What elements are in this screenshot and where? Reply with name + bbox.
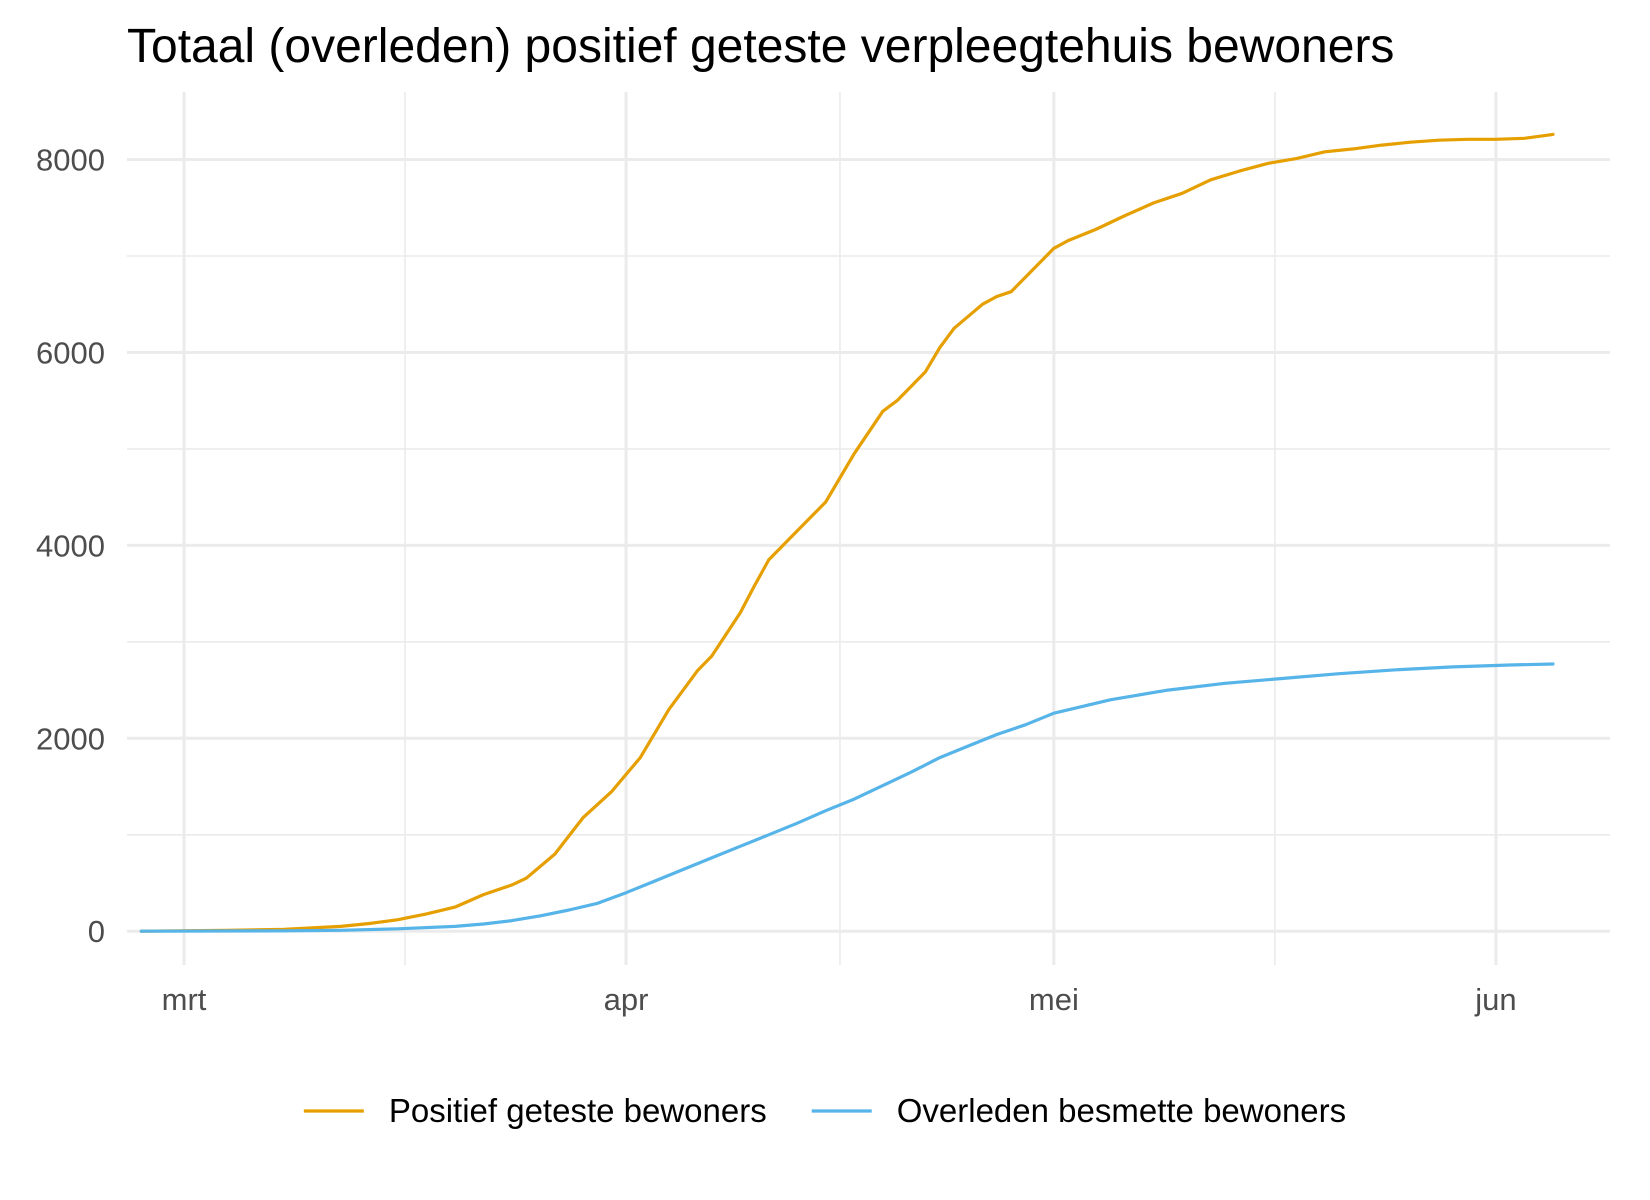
legend-label: Overleden besmette bewoners xyxy=(897,1092,1346,1129)
y-tick-label: 4000 xyxy=(36,528,105,563)
x-tick-label: mrt xyxy=(162,982,207,1017)
legend: Positief geteste bewoners Overleden besme… xyxy=(303,1092,1346,1129)
grid-layer xyxy=(127,92,1610,965)
y-tick-label: 2000 xyxy=(36,721,105,756)
legend-label: Positief geteste bewoners xyxy=(389,1092,767,1129)
chart-title: Totaal (overleden) positief geteste verp… xyxy=(127,20,1394,73)
y-tick-label: 6000 xyxy=(36,335,105,370)
y-tick-label: 8000 xyxy=(36,143,105,178)
y-tick-label: 0 xyxy=(88,914,105,949)
x-tick-label: mei xyxy=(1029,982,1079,1017)
x-axis-ticks: mrt apr mei jun xyxy=(162,982,1517,1017)
y-axis-ticks: 0 2000 4000 6000 8000 xyxy=(36,143,105,950)
series-line-positief-geteste-bewoners xyxy=(139,132,1555,933)
x-tick-label: jun xyxy=(1474,982,1516,1017)
series-layer xyxy=(139,132,1555,933)
series-line-overleden-besmette-bewoners xyxy=(139,662,1555,933)
x-tick-label: apr xyxy=(604,982,649,1017)
